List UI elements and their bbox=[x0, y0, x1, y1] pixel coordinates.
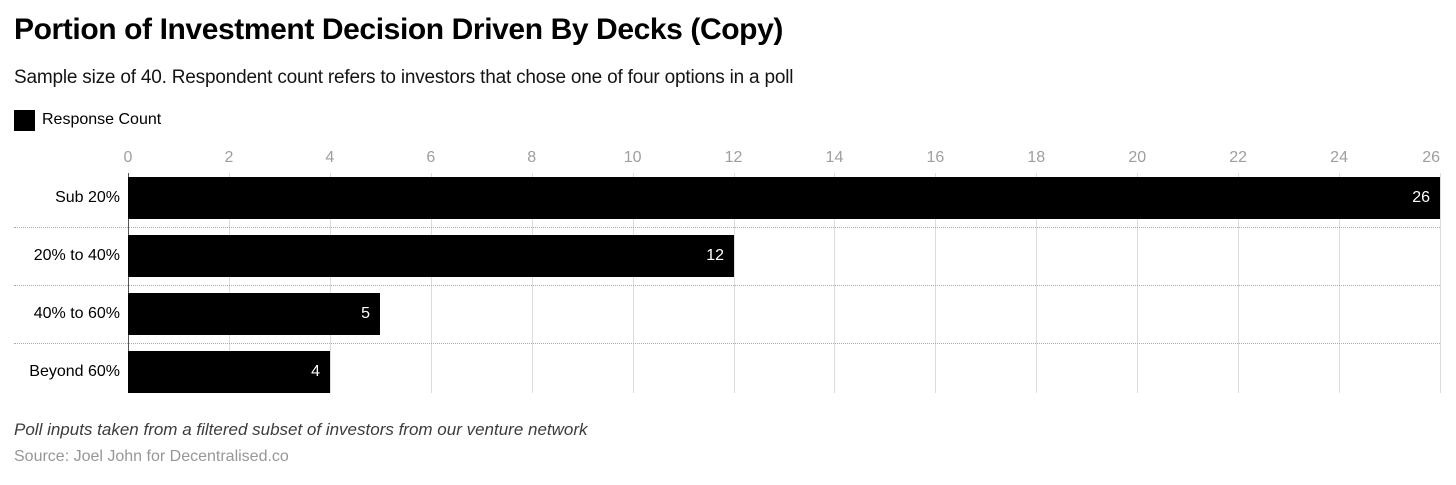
source-line: Source: Joel John for Decentralised.co bbox=[14, 448, 289, 465]
gridline bbox=[532, 173, 533, 393]
x-tick-label: 8 bbox=[527, 149, 537, 166]
gridline bbox=[633, 173, 634, 393]
bar-value-label: 4 bbox=[311, 363, 320, 380]
gridline bbox=[229, 173, 230, 393]
category-label: Sub 20% bbox=[55, 189, 120, 206]
gridline bbox=[834, 173, 835, 393]
gridline bbox=[431, 173, 432, 393]
x-tick-label: 4 bbox=[325, 149, 335, 166]
x-tick-label: 16 bbox=[926, 149, 945, 166]
category-label: 20% to 40% bbox=[33, 247, 120, 264]
gridline bbox=[1440, 173, 1441, 393]
category-label: 40% to 60% bbox=[33, 305, 120, 322]
x-tick-label: 0 bbox=[123, 149, 133, 166]
bar: 4 bbox=[128, 351, 330, 393]
footnote: Poll inputs taken from a filtered subset… bbox=[14, 420, 588, 439]
category-label: Beyond 60% bbox=[29, 363, 120, 380]
x-axis: 0 2 4 6 8 10 12 14 16 18 20 22 24 26 bbox=[0, 149, 1456, 169]
zero-baseline bbox=[128, 173, 129, 393]
x-tick-label: 26 bbox=[1422, 149, 1440, 166]
row-separator bbox=[14, 343, 1440, 344]
gridline bbox=[330, 173, 331, 393]
gridline bbox=[1036, 173, 1037, 393]
x-tick-label: 12 bbox=[724, 149, 743, 166]
x-tick-label: 6 bbox=[426, 149, 436, 166]
x-tick-label: 14 bbox=[825, 149, 844, 166]
chart-subtitle: Sample size of 40. Respondent count refe… bbox=[14, 67, 794, 88]
legend: Response Count bbox=[14, 109, 161, 131]
row-separator bbox=[14, 285, 1440, 286]
x-tick-label: 18 bbox=[1027, 149, 1046, 166]
x-tick-label: 20 bbox=[1128, 149, 1147, 166]
chart-title: Portion of Investment Decision Driven By… bbox=[14, 13, 783, 46]
bar-value-label: 5 bbox=[361, 305, 370, 322]
gridline bbox=[1339, 173, 1340, 393]
gridline bbox=[935, 173, 936, 393]
legend-label: Response Count bbox=[42, 111, 162, 128]
gridline bbox=[734, 173, 735, 393]
bar-value-label: 12 bbox=[706, 247, 724, 264]
plot-area: Sub 20% 26 20% to 40% 12 40% to 60% 5 Beyond 6… bbox=[0, 170, 1456, 393]
x-tick-label: 2 bbox=[224, 149, 234, 166]
bar: 12 bbox=[128, 235, 734, 277]
x-tick-label: 10 bbox=[623, 149, 642, 166]
bar: 26 bbox=[128, 177, 1440, 219]
legend-swatch-icon bbox=[14, 109, 35, 131]
x-tick-label: 22 bbox=[1229, 149, 1248, 166]
bar-value-label: 26 bbox=[1412, 189, 1430, 206]
gridline bbox=[1238, 173, 1239, 393]
row-separator bbox=[14, 227, 1440, 228]
bar: 5 bbox=[128, 293, 380, 335]
x-tick-label: 24 bbox=[1330, 149, 1348, 166]
gridline bbox=[1137, 173, 1138, 393]
